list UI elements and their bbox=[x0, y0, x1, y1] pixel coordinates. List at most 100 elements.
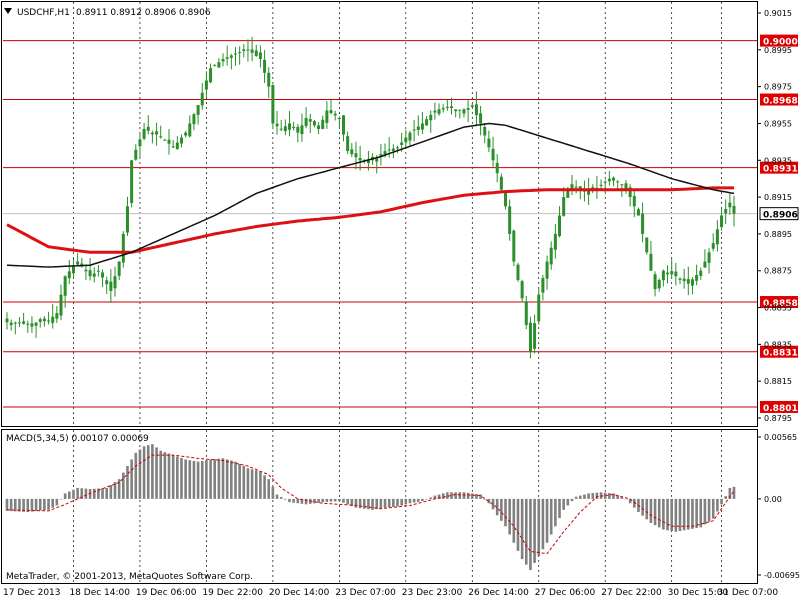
candle-body bbox=[267, 72, 271, 87]
macd-histogram-bar bbox=[508, 498, 511, 535]
candle-body bbox=[420, 123, 424, 130]
macd-histogram-bar bbox=[163, 452, 167, 499]
macd-histogram-bar bbox=[682, 498, 686, 531]
candle-body bbox=[366, 160, 370, 163]
macd-histogram-bar bbox=[691, 498, 694, 529]
candle-body bbox=[71, 266, 75, 274]
candle-body bbox=[117, 261, 121, 276]
y-tick-label: 0.8815 bbox=[764, 377, 792, 386]
x-tick-label: 27 Dec 22:00 bbox=[601, 588, 662, 598]
macd-histogram-bar bbox=[205, 460, 208, 499]
macd-histogram-bar bbox=[329, 498, 333, 502]
macd-histogram-bar bbox=[612, 493, 615, 499]
candle-body bbox=[204, 80, 208, 90]
candle-body bbox=[416, 126, 420, 130]
macd-histogram-bar bbox=[304, 498, 308, 505]
macd-histogram-bar bbox=[279, 497, 283, 499]
macd-histogram-bar bbox=[537, 498, 541, 556]
candle-body bbox=[150, 132, 154, 135]
macd-histogram-bar bbox=[578, 495, 582, 499]
macd-histogram-bar bbox=[495, 498, 499, 516]
candle-body bbox=[250, 49, 254, 53]
candle-body bbox=[454, 109, 458, 112]
macd-histogram-bar bbox=[396, 498, 399, 507]
moving-average-black bbox=[6, 122, 735, 268]
candle-body bbox=[674, 271, 678, 277]
candle-body bbox=[142, 128, 146, 139]
candle-body bbox=[341, 115, 345, 135]
candle-body bbox=[628, 187, 632, 198]
candle-body bbox=[666, 272, 670, 275]
macd-histogram-bar bbox=[475, 493, 478, 499]
macd-histogram-bar bbox=[628, 498, 632, 504]
candle-body bbox=[179, 137, 183, 144]
macd-histogram-bar bbox=[662, 498, 665, 530]
candle-body bbox=[121, 233, 125, 263]
candle-body bbox=[358, 158, 362, 161]
macd-histogram-bar bbox=[458, 492, 462, 499]
macd-histogram-bar bbox=[466, 492, 470, 499]
current-price-label: 0.8906 bbox=[763, 211, 798, 221]
macd-histogram-bar bbox=[88, 489, 92, 499]
candle-body bbox=[587, 190, 591, 195]
candle-body bbox=[279, 128, 283, 130]
macd-histogram-bar bbox=[9, 498, 13, 512]
macd-histogram-bar bbox=[292, 498, 295, 503]
horizontal-levels: 0.9000 0.8968 0.8931 0.8858 0.8831 0.8801 0.89… bbox=[3, 34, 799, 414]
macd-histogram-bar bbox=[263, 475, 266, 499]
candle-body bbox=[171, 146, 175, 148]
candle-body bbox=[88, 270, 92, 277]
candle-body bbox=[528, 322, 532, 352]
candle-body bbox=[487, 138, 491, 148]
macd-histogram-bar bbox=[68, 491, 71, 499]
candle-body bbox=[690, 279, 694, 286]
macd-histogram-bar bbox=[234, 461, 237, 499]
candle-body bbox=[192, 114, 196, 125]
triangle-down-icon[interactable] bbox=[4, 8, 12, 14]
candle-body bbox=[325, 110, 329, 124]
x-tick-label: 20 Dec 14:00 bbox=[269, 588, 330, 598]
candle-body bbox=[105, 280, 109, 285]
candle-body bbox=[470, 105, 474, 107]
x-tick-label: 23 Dec 07:00 bbox=[335, 588, 396, 598]
macd-histogram-bar bbox=[242, 466, 246, 499]
candle-body bbox=[404, 137, 408, 143]
candle-body bbox=[67, 271, 71, 279]
candle-body bbox=[612, 177, 616, 181]
macd-histogram-bar bbox=[562, 498, 565, 510]
candle-body bbox=[549, 247, 553, 265]
macd-histogram-bar bbox=[246, 468, 250, 499]
candle-body bbox=[491, 148, 495, 161]
candle-body bbox=[458, 109, 462, 111]
candle-body bbox=[304, 117, 308, 127]
macd-histogram-bar bbox=[184, 459, 187, 499]
macd-histogram-bar bbox=[63, 493, 67, 499]
macd-signal-line bbox=[6, 454, 735, 555]
macd-histogram-bar bbox=[479, 494, 482, 499]
candle-body bbox=[5, 318, 9, 323]
macd-histogram-bar bbox=[350, 498, 354, 506]
candle-body bbox=[188, 123, 192, 137]
candle-body bbox=[641, 213, 645, 234]
main-pane-frame bbox=[1, 1, 758, 427]
candle-body bbox=[42, 318, 46, 322]
macd-histogram-bar bbox=[437, 494, 441, 499]
macd-histogram-bar bbox=[716, 498, 719, 512]
macd-histogram-bar bbox=[59, 498, 63, 500]
y-tick-label: 0.8955 bbox=[764, 119, 792, 128]
candle-body bbox=[333, 113, 337, 116]
macd-histogram-bar bbox=[516, 498, 520, 551]
macd-histogram-bar bbox=[254, 470, 258, 499]
macd-histogram-bar bbox=[412, 498, 416, 503]
candle-body bbox=[13, 322, 17, 324]
candle-body bbox=[300, 125, 304, 135]
candle-body bbox=[184, 132, 188, 136]
candle-body bbox=[138, 139, 142, 147]
macd-histogram-bar bbox=[666, 498, 669, 531]
macd-histogram-bar bbox=[325, 498, 329, 502]
level-price-label: 0.8831 bbox=[763, 349, 798, 359]
level-price-box bbox=[760, 296, 798, 309]
candle-body bbox=[474, 104, 478, 116]
candle-body bbox=[125, 206, 129, 233]
macd-histogram-bar bbox=[367, 498, 370, 510]
